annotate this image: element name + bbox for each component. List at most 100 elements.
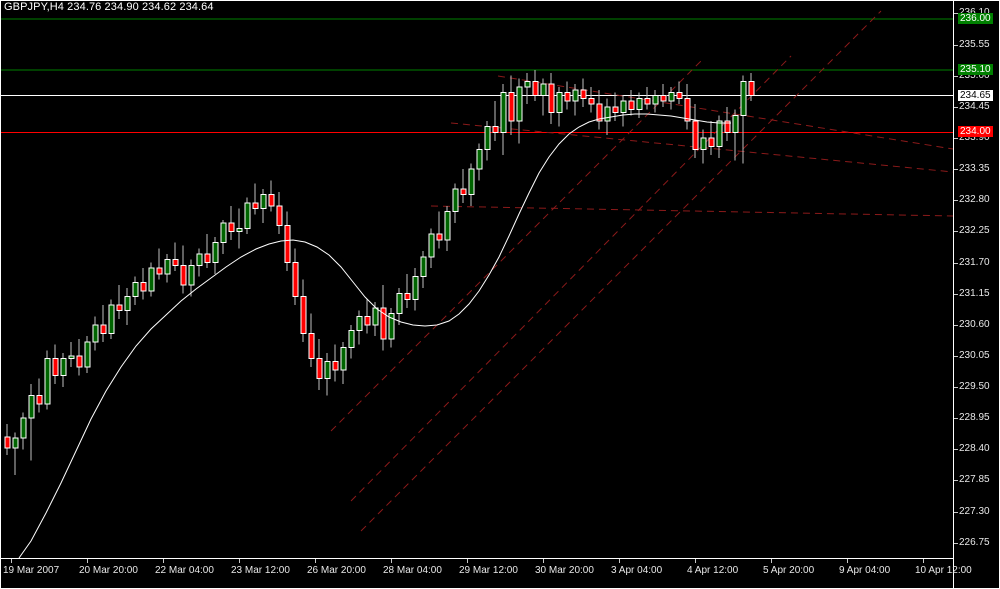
candle-bearish[interactable] xyxy=(36,395,43,405)
candle-bearish[interactable] xyxy=(628,100,635,111)
candle-bearish[interactable] xyxy=(268,194,275,207)
candle-bearish[interactable] xyxy=(156,267,163,275)
candle-bullish[interactable] xyxy=(428,233,435,258)
candle-bearish[interactable] xyxy=(300,295,307,334)
price-tag-upper-resistance[interactable]: 236.00 xyxy=(958,13,993,24)
candle-bullish[interactable] xyxy=(188,264,195,286)
candle-bearish[interactable] xyxy=(460,188,467,196)
candle-bearish[interactable] xyxy=(580,89,587,99)
candle-bearish[interactable] xyxy=(436,233,443,241)
candle-bullish[interactable] xyxy=(732,114,739,133)
candle-bullish[interactable] xyxy=(220,222,227,244)
candle-bullish[interactable] xyxy=(636,97,643,111)
candle-bearish[interactable] xyxy=(100,324,107,334)
candle-bullish[interactable] xyxy=(420,256,427,278)
candle-bullish[interactable] xyxy=(540,83,547,97)
trendline-rising-outer[interactable] xyxy=(360,10,882,532)
candle-bearish[interactable] xyxy=(564,92,571,102)
trendline-falling-lower[interactable] xyxy=(430,205,953,217)
candle-bullish[interactable] xyxy=(604,106,611,122)
candle-bearish[interactable] xyxy=(660,95,667,102)
candle-bullish[interactable] xyxy=(260,194,267,210)
candle-bullish[interactable] xyxy=(388,312,395,340)
candle-bearish[interactable] xyxy=(748,80,755,97)
candle-bullish[interactable] xyxy=(60,358,67,377)
candle-bearish[interactable] xyxy=(676,92,683,99)
candle-bearish[interactable] xyxy=(692,120,699,150)
candle-bearish[interactable] xyxy=(724,120,731,133)
candle-bullish[interactable] xyxy=(652,95,659,105)
candle-bearish[interactable] xyxy=(684,97,691,122)
candle-bullish[interactable] xyxy=(500,92,507,133)
candle-bullish[interactable] xyxy=(84,341,91,368)
trendline-falling-upper[interactable] xyxy=(497,75,953,150)
candle-bearish[interactable] xyxy=(596,103,603,122)
candle-bullish[interactable] xyxy=(164,259,171,275)
candle-bullish[interactable] xyxy=(356,315,363,331)
candle-bearish[interactable] xyxy=(204,253,211,264)
candle-bullish[interactable] xyxy=(132,281,139,297)
candle-bearish[interactable] xyxy=(332,361,339,371)
candle-bearish[interactable] xyxy=(492,126,499,133)
candle-bearish[interactable] xyxy=(380,307,387,340)
candle-bearish[interactable] xyxy=(284,225,291,264)
trendline-rising-channel-upper[interactable] xyxy=(330,60,702,432)
candle-bearish[interactable] xyxy=(76,355,83,368)
candle-bearish[interactable] xyxy=(532,80,539,97)
candle-bullish[interactable] xyxy=(620,100,627,114)
candle-bearish[interactable] xyxy=(180,264,187,286)
candle-bullish[interactable] xyxy=(92,324,99,343)
candle-bullish[interactable] xyxy=(572,89,579,102)
candle-bearish[interactable] xyxy=(140,281,147,292)
candle-bearish[interactable] xyxy=(172,259,179,266)
candle-bullish[interactable] xyxy=(68,355,75,360)
candle-bullish[interactable] xyxy=(124,295,131,312)
candle-bullish[interactable] xyxy=(668,92,675,102)
candle-bearish[interactable] xyxy=(276,205,283,227)
candle-bullish[interactable] xyxy=(412,276,419,300)
candle-bearish[interactable] xyxy=(548,83,555,114)
candle-bearish[interactable] xyxy=(708,137,715,147)
candle-bullish[interactable] xyxy=(396,293,403,314)
candle-bearish[interactable] xyxy=(228,222,235,232)
candle-bullish[interactable] xyxy=(44,358,51,405)
candle-bullish[interactable] xyxy=(484,126,491,150)
candle-bullish[interactable] xyxy=(12,437,19,449)
time-axis[interactable]: 19 Mar 2007 20 Mar 20:00 22 Mar 04:00 23 Ma… xyxy=(1,558,972,588)
candle-bearish[interactable] xyxy=(116,304,123,312)
candle-bullish[interactable] xyxy=(236,228,243,232)
candle-bullish[interactable] xyxy=(348,329,355,348)
candle-bearish[interactable] xyxy=(292,262,299,297)
price-tag-mid-resistance[interactable]: 235.10 xyxy=(958,64,993,75)
candle-bullish[interactable] xyxy=(244,202,251,230)
candle-bearish[interactable] xyxy=(52,358,59,377)
candle-bullish[interactable] xyxy=(524,80,531,88)
candle-bullish[interactable] xyxy=(468,168,475,196)
candle-bearish[interactable] xyxy=(364,315,371,326)
candle-bullish[interactable] xyxy=(148,267,155,292)
candle-bullish[interactable] xyxy=(212,242,219,264)
price-tag-current-price[interactable]: 234.65 xyxy=(958,90,993,101)
candle-bullish[interactable] xyxy=(108,304,115,334)
candle-bearish[interactable] xyxy=(252,202,259,210)
candle-bullish[interactable] xyxy=(700,137,707,150)
candle-bullish[interactable] xyxy=(740,80,747,116)
price-axis[interactable]: 236.10 235.55 235.00 234.45 233.90 233.35 232.… xyxy=(953,1,999,588)
candle-bullish[interactable] xyxy=(516,86,523,122)
candle-bearish[interactable] xyxy=(4,436,11,449)
price-tag-support[interactable]: 234.00 xyxy=(958,126,993,137)
candle-bearish[interactable] xyxy=(308,332,315,360)
candle-bearish[interactable] xyxy=(644,97,651,105)
candle-bullish[interactable] xyxy=(28,395,35,419)
candle-bullish[interactable] xyxy=(444,211,451,241)
candle-bullish[interactable] xyxy=(196,253,203,266)
moving-average[interactable] xyxy=(18,113,731,558)
candle-bullish[interactable] xyxy=(324,361,331,380)
candle-bullish[interactable] xyxy=(476,148,483,170)
candle-bullish[interactable] xyxy=(556,92,563,114)
candle-bearish[interactable] xyxy=(508,92,515,122)
candle-bearish[interactable] xyxy=(588,97,595,105)
chart-plot-area[interactable] xyxy=(1,1,953,558)
candle-bullish[interactable] xyxy=(716,120,723,147)
candle-bullish[interactable] xyxy=(20,417,27,439)
